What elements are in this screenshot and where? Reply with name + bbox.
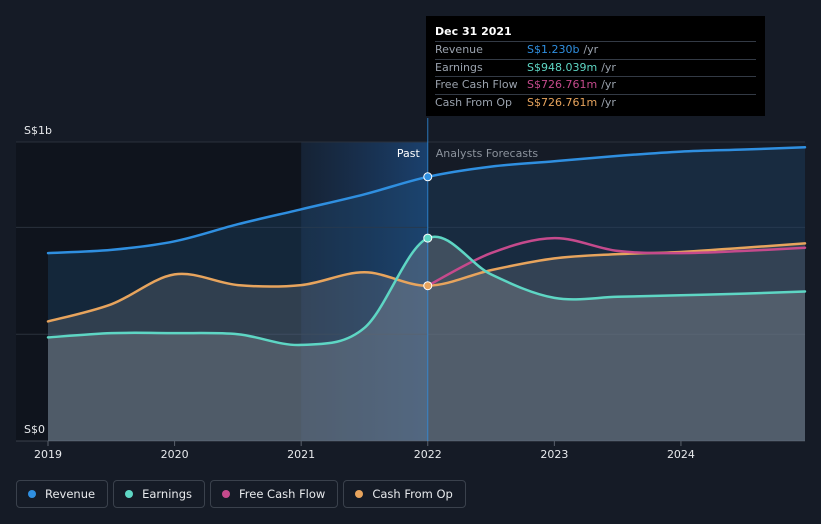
- tooltip-row-earnings: Earnings S$948.039m /yr: [435, 58, 756, 77]
- tooltip-row-free-cash-flow: Free Cash Flow S$726.761m /yr: [435, 76, 756, 94]
- earnings-area: [48, 236, 805, 441]
- tooltip-unit: /yr: [601, 96, 616, 110]
- tooltip-row-cash-from-op: Cash From Op S$726.761m /yr: [435, 94, 756, 112]
- tooltip-value: S$948.039m: [527, 60, 598, 74]
- tooltip-label: Free Cash Flow: [435, 78, 518, 92]
- marker-earnings: [423, 233, 433, 243]
- legend-dot-icon: [355, 490, 364, 498]
- legend: Revenue Earnings Free Cash Flow Cash Fro…: [16, 480, 471, 508]
- tooltip-date: Dec 31 2021: [435, 25, 512, 38]
- legend-label: Revenue: [45, 487, 96, 501]
- forecast-label: Analysts Forecasts: [436, 147, 539, 160]
- x-tick-label: 2023: [540, 448, 568, 461]
- legend-label: Cash From Op: [372, 487, 453, 501]
- highlight-band: [301, 142, 428, 441]
- tooltip-unit: /yr: [601, 60, 616, 74]
- cash-from-op-area: [48, 243, 805, 441]
- legend-item-revenue[interactable]: Revenue: [16, 480, 109, 508]
- marker-revenue: [423, 172, 433, 182]
- tooltip-label: Earnings: [435, 60, 483, 74]
- revenue-area: [48, 147, 805, 442]
- tooltip-value: S$1.230b: [527, 43, 580, 56]
- tooltip-value: S$726.761m: [527, 96, 598, 110]
- legend-label: Earnings: [142, 487, 192, 501]
- x-tick-label: 2024: [667, 448, 695, 461]
- legend-label: Free Cash Flow: [239, 487, 326, 501]
- tooltip-unit: /yr: [583, 43, 599, 56]
- legend-dot-icon: [28, 490, 36, 498]
- past-zone: [16, 142, 302, 441]
- tooltip-value: S$726.761m: [527, 78, 598, 92]
- x-tick-label: 2021: [287, 448, 315, 461]
- legend-dot-icon: [222, 490, 230, 498]
- legend-item-earnings[interactable]: Earnings: [113, 480, 205, 508]
- tooltip-label: Revenue: [435, 43, 483, 56]
- x-tick-label: 2020: [161, 448, 189, 461]
- tooltip-label: Cash From Op: [435, 96, 513, 110]
- marker-cash-from-op: [423, 281, 433, 291]
- y-axis-label-top: S$1b: [24, 124, 52, 137]
- tooltip-row-revenue: Revenue S$1.230b /yr: [435, 41, 756, 59]
- x-tick-label: 2022: [414, 448, 442, 461]
- x-tick-label: 2019: [34, 448, 62, 461]
- legend-item-free-cash-flow[interactable]: Free Cash Flow: [210, 480, 339, 508]
- past-label: Past: [397, 147, 421, 160]
- data-tooltip: Dec 31 2021 Revenue S$1.230b /yr Earning…: [426, 16, 765, 116]
- legend-dot-icon: [125, 490, 134, 498]
- tooltip-unit: /yr: [601, 78, 616, 92]
- legend-item-cash-from-op[interactable]: Cash From Op: [343, 480, 466, 508]
- y-axis-label-bottom: S$0: [24, 423, 45, 436]
- series-line-free-cash-flow: [426, 236, 807, 287]
